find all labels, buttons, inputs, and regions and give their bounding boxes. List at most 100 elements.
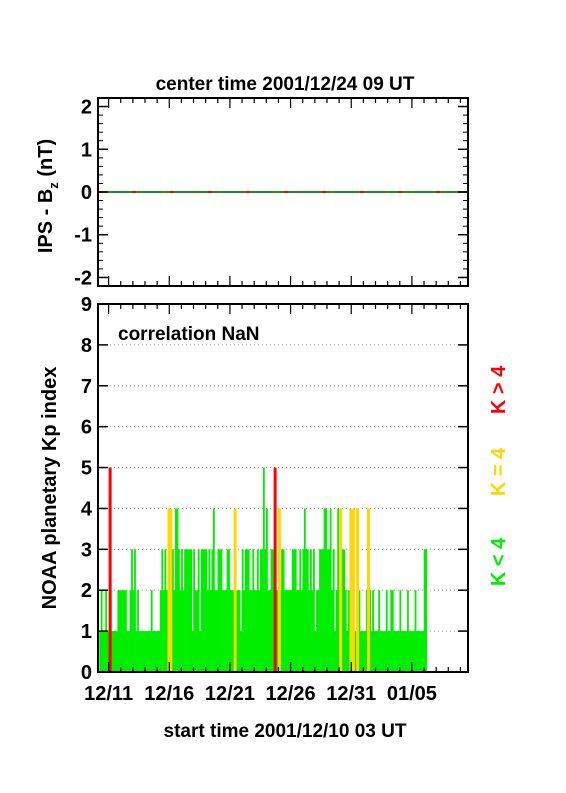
kp-bar xyxy=(416,631,418,672)
kp-bar xyxy=(153,631,156,672)
kp-bar xyxy=(164,549,167,672)
kp-bar xyxy=(235,590,238,672)
kp-y-tick-label: 3 xyxy=(81,539,92,561)
kp-bar xyxy=(238,590,241,672)
kp-bar xyxy=(237,590,240,672)
kp-bar xyxy=(382,631,385,672)
kp-y-tick-label: 1 xyxy=(81,621,92,643)
kp-bar xyxy=(182,590,185,672)
ips-y-tick-label: 1 xyxy=(81,139,92,161)
kp-bar xyxy=(231,590,233,672)
kp-x-tick-label: 12/26 xyxy=(266,683,316,705)
kp-bar xyxy=(303,508,306,672)
kp-bar xyxy=(287,590,290,672)
legend-k-equal: K = 4 xyxy=(488,447,510,496)
kp-bar xyxy=(266,508,268,672)
kp-bar xyxy=(223,590,226,672)
kp-bar xyxy=(225,590,227,672)
kp-bar xyxy=(384,631,387,672)
ips-panel: -2 -1 0 1 2 IPS - Bz (nT) xyxy=(35,97,469,289)
ips-y-tick-label: -2 xyxy=(74,267,92,289)
ips-y-label-sub: z xyxy=(46,182,61,189)
kp-y-tick-label: 2 xyxy=(81,580,92,602)
kp-bar xyxy=(335,590,338,672)
kp-bar xyxy=(191,631,194,672)
kp-bar xyxy=(313,549,315,672)
kp-bar xyxy=(155,631,158,672)
kp-bar xyxy=(219,549,221,672)
kp-bar xyxy=(250,590,253,672)
kp-bar xyxy=(140,631,142,672)
kp-bar xyxy=(161,549,164,672)
kp-bar xyxy=(290,590,293,672)
kp-bar-k5 xyxy=(273,467,277,672)
kp-bar-k4 xyxy=(233,508,237,672)
kp-bar xyxy=(103,631,106,672)
kp-bar xyxy=(178,549,180,672)
kp-bar xyxy=(205,549,208,672)
kp-bar xyxy=(173,590,176,672)
kp-bar xyxy=(185,549,188,672)
kp-bar xyxy=(385,590,388,672)
kp-bar xyxy=(325,508,327,672)
kp-bar xyxy=(323,508,326,672)
kp-bar xyxy=(203,549,206,672)
kp-bar xyxy=(302,549,305,672)
kp-bar xyxy=(397,631,400,672)
kp-bar xyxy=(311,590,314,672)
kp-bar xyxy=(112,631,115,672)
kp-bar xyxy=(181,549,183,672)
kp-bar xyxy=(208,549,211,672)
kp-bar-k5 xyxy=(108,467,112,672)
kp-bar xyxy=(256,549,259,672)
kp-bar xyxy=(379,631,382,672)
kp-bar xyxy=(206,590,209,672)
kp-bar xyxy=(360,631,362,672)
kp-bar xyxy=(281,549,283,672)
kp-bar xyxy=(288,590,291,672)
kp-bar xyxy=(378,590,381,672)
kp-bar xyxy=(247,549,250,672)
kp-bar xyxy=(390,590,393,672)
kp-bar xyxy=(199,631,202,672)
kp-bar xyxy=(121,590,124,672)
kp-bar xyxy=(358,590,361,672)
kp-bar xyxy=(372,590,374,672)
kp-y-tick-label: 0 xyxy=(81,662,92,684)
kp-bar xyxy=(117,590,120,672)
kp-bar xyxy=(373,631,376,672)
kp-bar xyxy=(381,631,384,672)
kp-bar xyxy=(262,467,265,672)
kp-bar xyxy=(376,631,379,672)
kp-bar xyxy=(241,549,244,672)
kp-bar xyxy=(252,549,255,672)
kp-bar xyxy=(217,549,220,672)
kp-bar xyxy=(267,590,270,672)
kp-bar xyxy=(413,631,415,672)
kp-bar xyxy=(394,631,397,672)
kp-bar xyxy=(414,590,417,672)
kp-bar-k4 xyxy=(339,508,343,672)
kp-bar-k4 xyxy=(349,508,353,672)
kp-panel: 0 1 2 3 4 5 6 7 8 9 12/11 12/16 12/21 12/26 12/31 01/0… xyxy=(39,294,469,742)
kp-bar xyxy=(123,590,126,672)
kp-bar xyxy=(375,631,378,672)
kp-y-label: NOAA planetary Kp index xyxy=(39,367,61,610)
kp-bar xyxy=(285,590,288,672)
kp-bar xyxy=(319,549,321,672)
kp-bar xyxy=(229,590,232,672)
kp-bar xyxy=(300,590,303,672)
kp-bar xyxy=(137,590,139,672)
kp-bar xyxy=(276,590,279,672)
kp-bar xyxy=(410,631,412,672)
kp-bar xyxy=(120,590,123,672)
kp-bar xyxy=(353,631,356,672)
kp-bar xyxy=(387,631,390,672)
kp-bar xyxy=(175,508,177,672)
kp-bar xyxy=(255,590,258,672)
kp-bar xyxy=(388,631,391,672)
kp-bar xyxy=(141,631,144,672)
kp-bar xyxy=(269,590,271,672)
kp-bar xyxy=(187,549,189,672)
